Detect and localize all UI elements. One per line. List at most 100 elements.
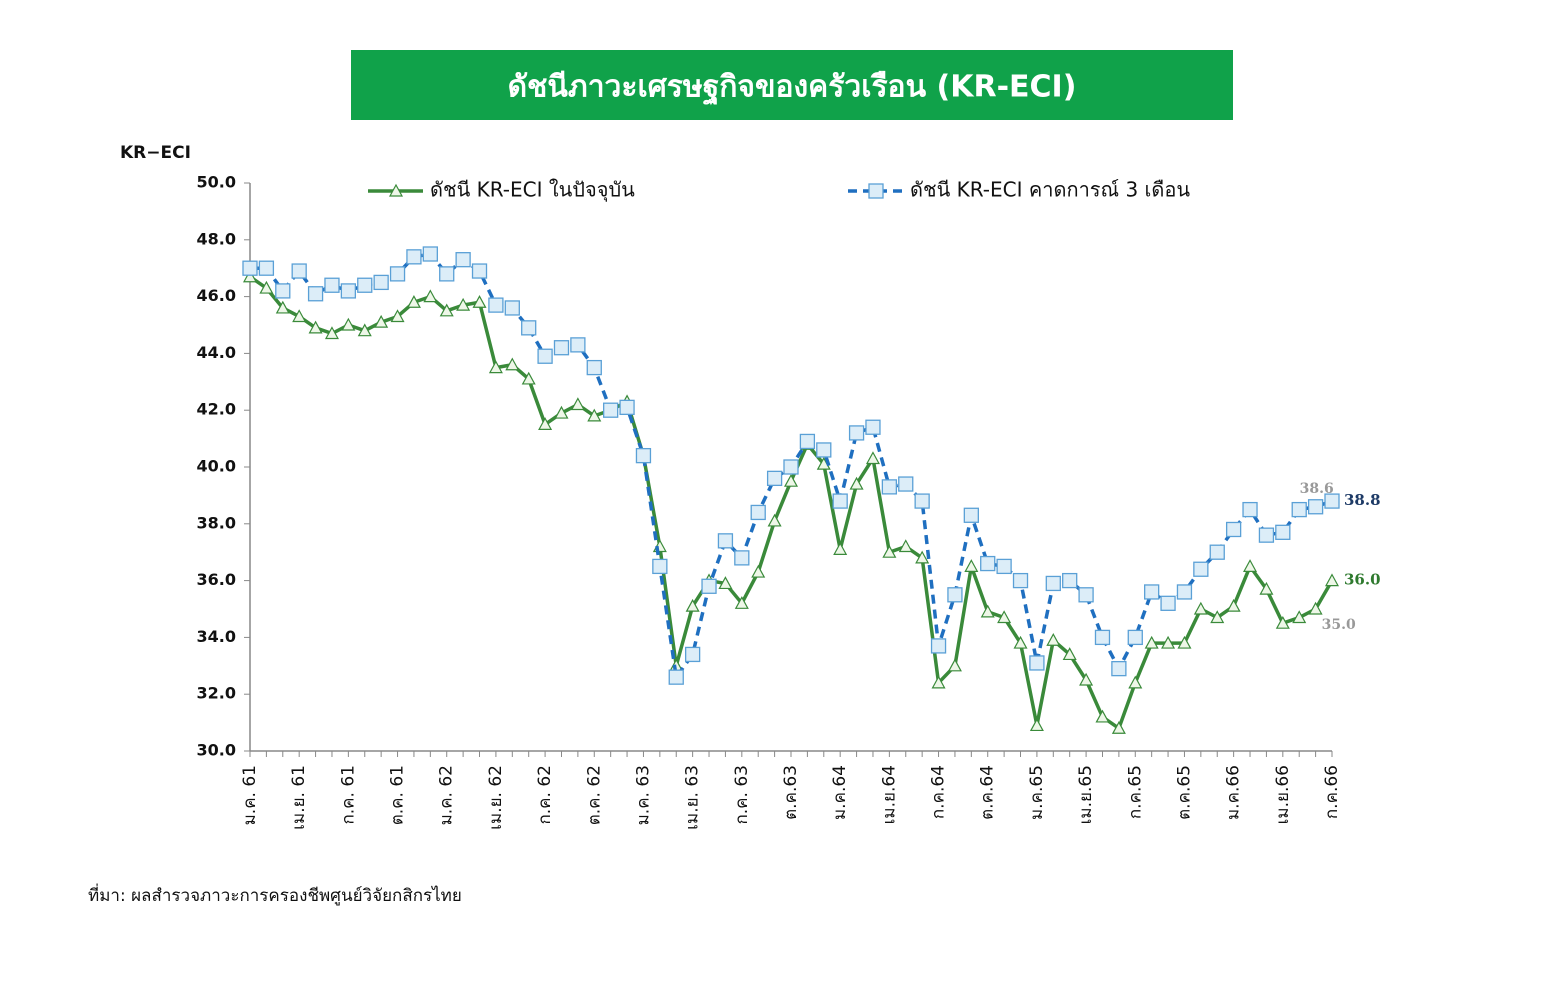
point bbox=[1275, 524, 1291, 540]
legend-label: ดัชนี KR-ECI ในปัจจุบัน bbox=[430, 178, 635, 203]
point bbox=[718, 576, 733, 590]
point bbox=[717, 533, 734, 549]
point bbox=[1078, 587, 1094, 603]
point bbox=[422, 246, 438, 262]
point bbox=[324, 277, 340, 293]
point bbox=[521, 320, 537, 336]
point bbox=[832, 493, 848, 509]
point bbox=[275, 283, 291, 299]
point bbox=[881, 479, 898, 495]
point bbox=[1258, 527, 1275, 543]
point bbox=[291, 263, 307, 279]
y-axis-label: KR−ECI bbox=[120, 143, 191, 163]
point bbox=[242, 269, 258, 283]
point bbox=[455, 252, 471, 268]
point bbox=[341, 317, 356, 331]
point bbox=[1144, 584, 1160, 600]
point bbox=[1094, 629, 1111, 646]
point bbox=[930, 638, 947, 654]
x-tick-label: ก.ค. 63 bbox=[732, 765, 752, 825]
data-label: 38.8 bbox=[1344, 491, 1381, 509]
point bbox=[1193, 601, 1208, 615]
point bbox=[1046, 632, 1061, 646]
point bbox=[1292, 610, 1307, 624]
point bbox=[947, 658, 962, 672]
point bbox=[1029, 655, 1045, 671]
point bbox=[389, 266, 406, 282]
x-tick-label: ม.ค.65 bbox=[1027, 765, 1047, 820]
point bbox=[374, 314, 389, 328]
point bbox=[783, 459, 799, 475]
y-tick-label: 40.0 bbox=[197, 457, 236, 476]
point bbox=[1210, 610, 1225, 624]
point bbox=[898, 539, 913, 553]
y-tick-label: 30.0 bbox=[197, 741, 236, 760]
point bbox=[1111, 660, 1127, 677]
point bbox=[275, 300, 290, 314]
point bbox=[456, 297, 471, 311]
point bbox=[619, 399, 635, 416]
point bbox=[1177, 635, 1192, 649]
point bbox=[504, 300, 520, 316]
series-line bbox=[249, 275, 1334, 731]
point bbox=[783, 473, 799, 487]
point bbox=[1291, 501, 1307, 518]
point bbox=[865, 451, 880, 465]
point bbox=[1045, 575, 1061, 592]
point bbox=[471, 263, 488, 279]
x-tick-label: เม.ย. 61 bbox=[289, 765, 309, 830]
point bbox=[1324, 493, 1340, 509]
point bbox=[750, 504, 766, 521]
x-tick-label: ต.ค.64 bbox=[978, 765, 998, 820]
chart-title: ดัชนีภาวะเศรษฐกิจของครัวเรือน (KR-ECI) bbox=[508, 70, 1077, 107]
point bbox=[997, 610, 1012, 624]
x-tick-label: เม.ย.66 bbox=[1273, 765, 1293, 824]
point bbox=[1243, 559, 1258, 572]
point bbox=[980, 604, 995, 618]
point bbox=[258, 260, 275, 276]
point bbox=[915, 550, 930, 564]
point bbox=[603, 402, 619, 418]
point bbox=[931, 675, 946, 689]
x-tick-label: ม.ค. 61 bbox=[240, 765, 260, 825]
point bbox=[1062, 572, 1078, 589]
point bbox=[1111, 721, 1126, 734]
point bbox=[324, 326, 339, 340]
point bbox=[521, 371, 536, 385]
x-tick-label: ม.ค.66 bbox=[1224, 765, 1244, 820]
point bbox=[751, 564, 766, 578]
point bbox=[292, 309, 307, 323]
x-tick-label: เม.ย.64 bbox=[879, 765, 899, 824]
x-tick-label: เม.ย.65 bbox=[1076, 765, 1096, 824]
point bbox=[964, 559, 979, 572]
y-tick-label: 48.0 bbox=[197, 229, 236, 248]
point bbox=[734, 596, 749, 609]
legend-marker bbox=[388, 183, 404, 197]
point bbox=[652, 558, 668, 575]
point bbox=[1127, 629, 1143, 646]
point bbox=[767, 513, 782, 527]
point bbox=[1259, 581, 1274, 595]
title-box bbox=[351, 50, 1233, 120]
point bbox=[1029, 718, 1044, 732]
point bbox=[537, 348, 553, 364]
y-tick-label: 44.0 bbox=[197, 343, 236, 362]
point bbox=[1160, 595, 1176, 611]
point bbox=[865, 419, 881, 435]
point bbox=[587, 408, 602, 422]
point bbox=[488, 297, 504, 313]
point bbox=[439, 303, 454, 317]
x-tick-label: ม.ค. 62 bbox=[437, 765, 457, 825]
y-tick-label: 42.0 bbox=[197, 400, 236, 419]
point bbox=[570, 337, 586, 353]
x-tick-label: เม.ย. 62 bbox=[486, 765, 506, 830]
point bbox=[373, 274, 389, 291]
y-tick-label: 50.0 bbox=[197, 173, 236, 192]
y-tick-label: 36.0 bbox=[197, 570, 236, 589]
point bbox=[1144, 635, 1159, 649]
point bbox=[488, 360, 503, 374]
point bbox=[1209, 544, 1225, 560]
x-tick-label: ก.ค. 61 bbox=[338, 765, 358, 825]
point bbox=[963, 507, 979, 523]
data-label: 36.0 bbox=[1344, 571, 1381, 589]
